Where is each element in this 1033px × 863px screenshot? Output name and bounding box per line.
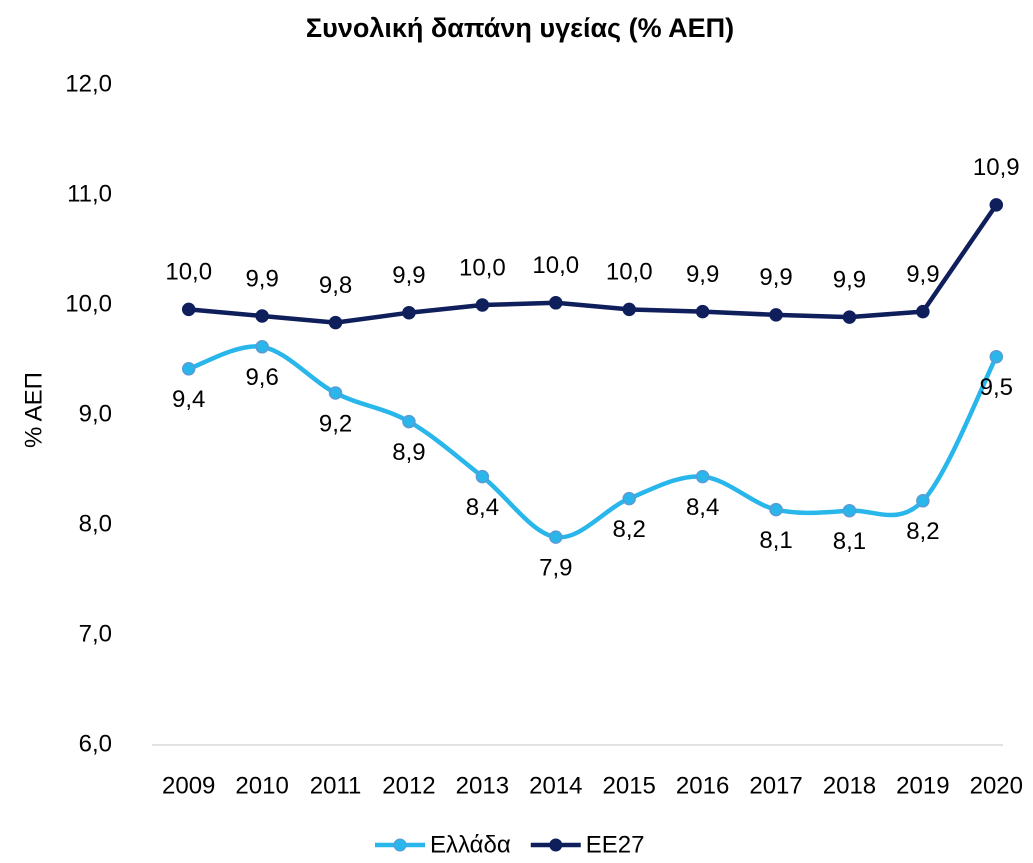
point: [989, 349, 1004, 364]
data-label: 9,4: [172, 386, 205, 413]
chart-title: Συνολική δαπάνη υγείας (% ΑΕΠ): [306, 13, 734, 43]
point: [842, 310, 857, 324]
point: [549, 296, 563, 310]
y-tick-label: 6,0: [79, 730, 112, 757]
data-label: 10,9: [973, 154, 1020, 181]
point: [695, 304, 710, 319]
data-label: 9,9: [392, 262, 425, 289]
data-label: 8,2: [906, 518, 939, 545]
point: [402, 414, 416, 429]
y-tick-label: 11,0: [67, 180, 112, 207]
data-label: 8,1: [759, 527, 792, 554]
point: [769, 502, 783, 517]
x-tick-label: 2013: [456, 772, 509, 799]
point: [328, 386, 343, 400]
y-tick-label: 8,0: [79, 510, 112, 537]
point: [328, 315, 343, 330]
x-tick-label: 2018: [823, 772, 876, 799]
series-line: [188, 203, 999, 325]
point: [916, 494, 930, 508]
y-tick-label: 10,0: [65, 290, 112, 317]
point: [475, 298, 490, 312]
x-tick-label: 2017: [749, 772, 802, 799]
data-label: 9,9: [906, 261, 939, 288]
data-label: 9,9: [833, 266, 866, 293]
data-label: 8,4: [466, 494, 499, 521]
data-label: 8,9: [392, 439, 425, 466]
data-label: 8,4: [686, 494, 719, 521]
series-line: [187, 344, 999, 540]
x-tick-label: 2012: [382, 772, 435, 799]
legend-label: ΕΕ27: [586, 831, 645, 858]
x-tick-label: 2014: [529, 772, 582, 799]
point: [255, 309, 269, 323]
point: [769, 308, 783, 322]
data-label: 9,8: [319, 272, 352, 299]
x-tick-label: 2015: [603, 772, 656, 799]
point: [549, 530, 563, 544]
x-tick-label: 2011: [310, 772, 362, 799]
y-tick-label: 12,0: [65, 70, 112, 97]
data-label: 9,9: [245, 265, 278, 292]
data-label: 9,9: [686, 261, 719, 288]
y-axis-label: % ΑΕΠ: [20, 372, 47, 448]
x-tick-label: 2020: [970, 772, 1023, 799]
point: [989, 198, 1004, 212]
point: [402, 305, 416, 320]
data-label: 10,0: [459, 254, 506, 281]
point: [181, 302, 196, 317]
data-label: 10,0: [165, 259, 212, 286]
legend-marker: [549, 838, 563, 852]
data-label: 9,5: [980, 374, 1013, 401]
data-label: 10,0: [532, 252, 579, 279]
point: [695, 469, 710, 484]
x-tick-label: 2019: [896, 772, 949, 799]
data-label: 8,1: [833, 528, 866, 555]
data-label: 10,0: [606, 259, 653, 286]
point: [181, 362, 196, 376]
y-tick-label: 7,0: [79, 620, 112, 647]
x-tick-label: 2016: [676, 772, 729, 799]
data-label: 8,2: [613, 516, 646, 543]
data-label: 7,9: [539, 554, 572, 581]
point: [622, 302, 636, 317]
x-tick-label: 2010: [235, 772, 288, 799]
point: [475, 469, 490, 484]
point: [916, 304, 930, 319]
y-tick-label: 9,0: [79, 400, 112, 427]
point: [255, 340, 269, 354]
data-label: 9,6: [245, 364, 278, 391]
point: [842, 503, 857, 518]
data-label: 9,9: [759, 264, 792, 291]
point: [622, 491, 636, 506]
legend-marker: [393, 838, 407, 852]
x-tick-label: 2009: [162, 772, 215, 799]
legend-label: Ελλάδα: [430, 831, 511, 858]
data-label: 9,2: [319, 410, 352, 437]
